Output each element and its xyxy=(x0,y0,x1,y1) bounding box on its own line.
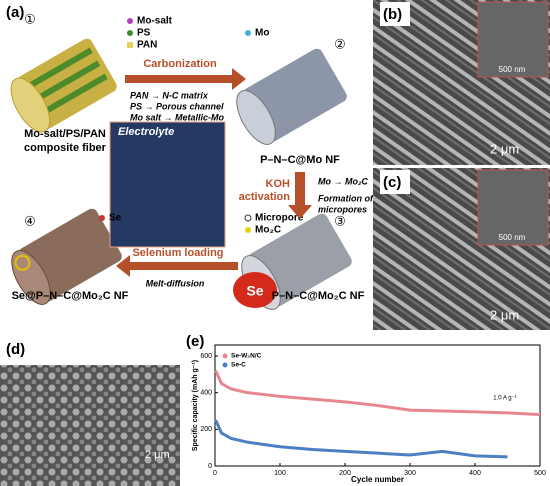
legend-label: Se-W₂N/C xyxy=(231,353,262,360)
sem-image xyxy=(0,365,180,486)
legend-text: Mo₂C xyxy=(255,225,281,236)
step-title: Carbonization xyxy=(143,58,217,70)
legend-dot xyxy=(127,18,133,24)
fiber-label: P–N–C@Mo₂C NF xyxy=(272,290,365,302)
annotation: 1.0 A g⁻¹ xyxy=(493,396,517,402)
note: PAN → N-C matrix xyxy=(130,90,209,100)
panel-label: (a) xyxy=(6,4,24,21)
step: ④ xyxy=(24,213,36,228)
x-tick-label: 100 xyxy=(274,470,286,477)
legend-precursor: Mo-salt PS PAN Mo Micropore Mo₂C Se xyxy=(99,16,304,236)
se-cloud xyxy=(233,272,277,308)
legend-label: Se-C xyxy=(231,362,246,369)
x-tick-label: 0 xyxy=(213,470,217,477)
scale-label: 2 μm xyxy=(490,141,519,156)
arrow xyxy=(116,255,238,277)
note: Mo salt → Metallic-Mo xyxy=(130,112,225,122)
scale-label: 500 nm xyxy=(499,65,526,74)
x-tick-label: 300 xyxy=(404,470,416,477)
legend-dot xyxy=(245,227,251,233)
panel-b: (b) 500 nm 2 μm xyxy=(373,0,550,165)
panel-label: (b) xyxy=(383,6,402,23)
x-tick-label: 500 xyxy=(534,470,546,477)
panel-label: (d) xyxy=(6,341,25,358)
legend-text: Se xyxy=(109,213,122,224)
fiber-label: P–N–C@Mo NF xyxy=(260,154,340,166)
step-markers: ① ② ③ ④ xyxy=(24,11,346,228)
step: ③ xyxy=(334,213,346,228)
legend-text: PS xyxy=(137,28,151,39)
note: Mo → Mo₂C xyxy=(318,176,368,186)
legend-dot xyxy=(244,214,252,222)
step-title: Selenium loading xyxy=(132,247,223,259)
panel-e: (e) 0 100 200 300 400 500 0 200 400 600 Cycle numb… xyxy=(186,333,546,484)
step-title: KOH xyxy=(266,178,291,190)
x-tick-label: 400 xyxy=(469,470,481,477)
inset xyxy=(477,1,549,78)
legend-text: Mo xyxy=(255,28,269,39)
x-tick-label: 200 xyxy=(339,470,351,477)
legend-dot xyxy=(127,42,133,48)
label-bg xyxy=(380,2,410,26)
legend-dot xyxy=(127,30,133,36)
fiber-1 xyxy=(10,38,117,133)
series-line xyxy=(214,370,541,417)
note: Formation of xyxy=(318,193,374,203)
y-axis-label: Specific capacity (mAh g⁻¹) xyxy=(192,360,199,451)
note: Melt-diffusion xyxy=(146,278,205,288)
note: micropores xyxy=(318,204,367,214)
step: ② xyxy=(334,36,346,51)
inset xyxy=(477,169,549,246)
scale-label: 2 μm xyxy=(145,449,170,461)
y-tick-label: 400 xyxy=(200,390,212,397)
legend-text: Micropore xyxy=(255,213,304,224)
fiber-labels: Mo-salt/PS/PAN composite fiber P–N–C@Mo … xyxy=(12,128,365,302)
se-cloud-label: Se xyxy=(246,283,263,299)
note: PS → Porous channel xyxy=(130,101,224,111)
arrow xyxy=(288,172,312,219)
panel-c: (c) 500 nm 2 μm xyxy=(373,168,550,330)
legend-dot xyxy=(245,30,251,36)
fiber-2 xyxy=(236,48,347,145)
label-bg xyxy=(380,170,410,194)
fiber-label: Se@P–N–C@Mo₂C NF xyxy=(12,290,129,302)
fiber-label: Mo-salt/PS/PAN xyxy=(24,128,106,140)
panel-label: (e) xyxy=(186,333,204,350)
electrolyte-label: Electrolyte xyxy=(118,126,174,138)
fiber-label: composite fiber xyxy=(24,142,107,154)
electrolyte-box xyxy=(109,121,226,248)
legend-text: PAN xyxy=(137,40,157,51)
step: ① xyxy=(24,11,36,26)
scale-label: 500 nm xyxy=(499,233,526,242)
step-title: activation xyxy=(239,191,291,203)
legend-marker xyxy=(222,353,228,359)
panel-d: (d) 2 μm xyxy=(0,341,180,486)
legend-marker xyxy=(222,362,228,368)
arrow xyxy=(125,68,246,90)
plot-frame xyxy=(214,344,541,467)
y-tick-label: 0 xyxy=(208,463,212,470)
scale-label: 2 μm xyxy=(490,307,519,322)
legend-text: Mo-salt xyxy=(137,16,173,27)
series-line xyxy=(214,419,508,459)
y-tick-label: 200 xyxy=(200,426,212,433)
fiber-4 xyxy=(11,208,122,305)
notes: PAN → N-C matrix PS → Porous channel Mo … xyxy=(130,90,374,288)
panel-label: (c) xyxy=(383,174,401,191)
x-axis-label: Cycle number xyxy=(351,475,404,484)
y-tick-label: 600 xyxy=(200,353,212,360)
legend-dot xyxy=(99,215,105,221)
